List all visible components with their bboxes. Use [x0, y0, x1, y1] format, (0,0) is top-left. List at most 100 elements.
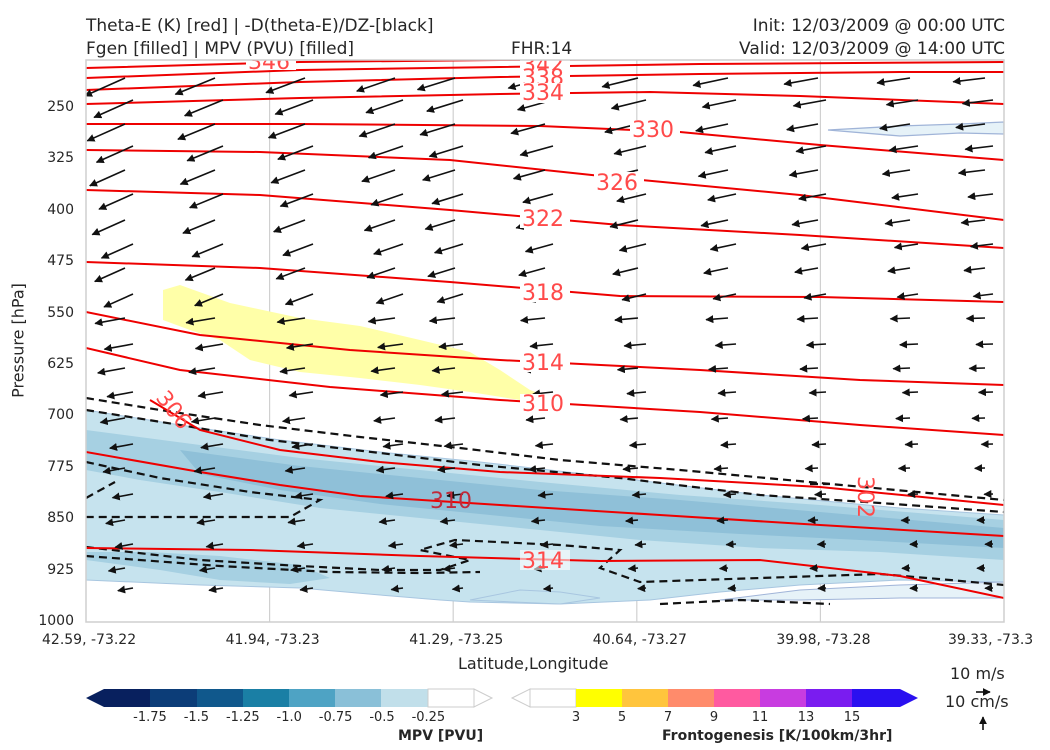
wind-vector	[795, 145, 827, 155]
wind-vector	[100, 243, 134, 259]
wind-vector	[265, 77, 306, 94]
wind-vector	[628, 440, 647, 449]
wind-vector	[727, 584, 737, 593]
wind-vector	[370, 193, 404, 207]
wind-vector	[798, 193, 827, 202]
wind-vector	[618, 243, 647, 253]
wind-vector	[114, 542, 134, 550]
wind-vector	[95, 145, 134, 164]
wind-vector	[272, 219, 306, 233]
mpv-colorbar	[86, 688, 494, 708]
wind-vector	[193, 466, 216, 475]
wind-vector	[510, 123, 546, 136]
wind-vector	[282, 243, 314, 257]
wind-vector	[622, 464, 639, 473]
wind-vector	[86, 77, 126, 97]
wind-vector	[277, 145, 314, 161]
wind-vector	[616, 365, 639, 374]
wind-vector	[612, 267, 639, 277]
wind-vector	[279, 193, 314, 208]
wind-vector	[442, 564, 456, 573]
fgen-tick-5: 13	[797, 710, 815, 725]
wind-vector	[89, 169, 126, 187]
wind-vector	[712, 293, 737, 302]
wind-vector	[720, 440, 737, 449]
wind-vector	[194, 343, 224, 352]
wind-vector	[431, 193, 464, 206]
wind-vector	[385, 491, 404, 500]
wind-vector	[804, 464, 819, 473]
wind-vector	[708, 364, 729, 373]
fgen-tick-0: 3	[571, 710, 581, 725]
mpv-fill-bottom-right	[719, 581, 1004, 601]
wind-vector	[783, 77, 819, 87]
y-tick-1000: 1000	[38, 613, 74, 629]
wind-vector	[183, 99, 224, 117]
wind-vector	[975, 340, 994, 349]
wind-vector	[267, 123, 306, 139]
fgen-colorbar	[510, 688, 918, 708]
wind-vector	[623, 341, 647, 350]
wind-vector	[290, 565, 306, 574]
wind-vector	[198, 565, 216, 574]
wind-vector	[98, 193, 134, 210]
wind-vector	[807, 516, 819, 525]
wind-vector	[811, 440, 827, 449]
wind-vector	[960, 218, 986, 226]
wind-vector	[803, 292, 827, 301]
wind-vector	[361, 169, 396, 183]
theta-e-label-314-lower: 314	[522, 549, 564, 574]
wind-vector	[288, 390, 314, 399]
wind-vector	[896, 292, 919, 301]
wind-vector	[275, 267, 306, 281]
wind-vector	[109, 442, 134, 451]
wind-vector	[624, 516, 639, 525]
wind-vector	[881, 169, 911, 178]
wind-vector	[287, 517, 306, 526]
wind-vector	[177, 123, 216, 141]
wind-vector	[801, 414, 819, 423]
wind-vector	[709, 243, 737, 252]
wind-vector	[701, 99, 737, 110]
wind-vector	[366, 267, 396, 280]
wind-vector	[103, 293, 134, 308]
wind-vector	[296, 541, 314, 550]
mpv-fill-lower	[86, 552, 330, 584]
wind-vector	[542, 584, 554, 593]
wind-vector	[375, 293, 404, 305]
wind-vector	[537, 490, 554, 499]
wind-vector	[428, 145, 464, 159]
wind-vector	[382, 441, 404, 450]
wind-vector	[964, 144, 994, 153]
wind-vector	[692, 77, 729, 88]
wind-vector	[532, 389, 554, 398]
x-tick-1: 41.94, -73.23	[225, 632, 320, 648]
wind-vector	[370, 366, 396, 375]
wind-vector	[446, 491, 464, 500]
wind-vector	[373, 243, 404, 256]
wind-vector	[274, 99, 314, 116]
wind-vector	[111, 492, 134, 501]
wind-vector	[892, 364, 911, 373]
wind-vector	[291, 442, 314, 451]
wind-vector	[190, 416, 216, 425]
x-tick-2: 41.29, -73.25	[409, 632, 504, 648]
wind-vector	[93, 99, 134, 119]
theta-e-label-346: 346	[248, 50, 290, 75]
wind-vector	[705, 315, 729, 324]
wind-vector	[791, 219, 819, 228]
wind-vector	[436, 293, 464, 304]
x-tick-3: 40.64, -73.27	[592, 632, 687, 648]
y-tick-700: 700	[47, 407, 74, 424]
wind-vector	[718, 564, 729, 573]
wind-vector	[381, 564, 396, 573]
wind-vector	[105, 518, 126, 527]
wind-vector	[379, 390, 404, 399]
wind-vector	[208, 585, 224, 594]
wind-vector	[717, 388, 737, 397]
wind-vector	[387, 541, 404, 549]
wind-vector	[529, 341, 554, 350]
wind-vector	[94, 267, 126, 283]
wind-vector	[627, 564, 639, 573]
y-tick-250: 250	[47, 98, 74, 115]
